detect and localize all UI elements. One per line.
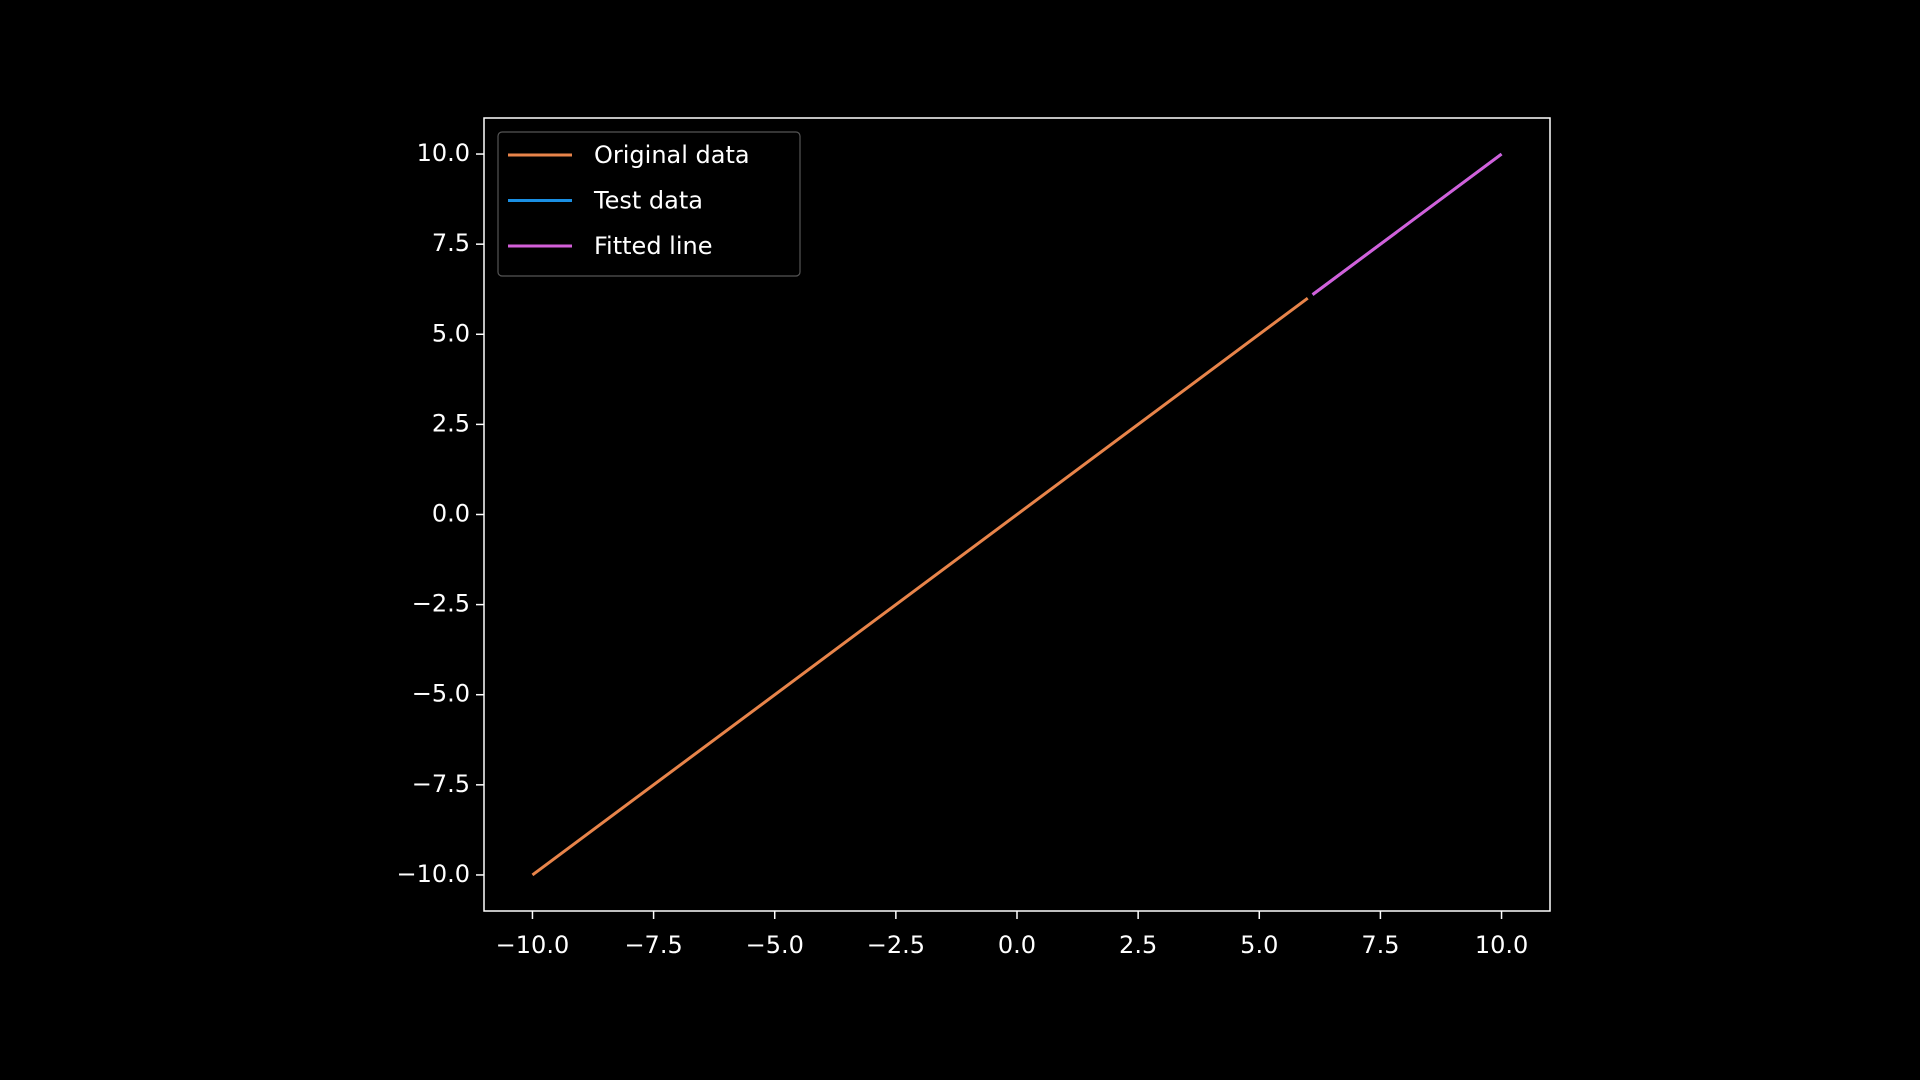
- data-line: [1311, 152, 1503, 296]
- y-tick-label: 2.5: [432, 409, 470, 437]
- y-tick-label: −2.5: [412, 590, 470, 618]
- x-tick-label: −7.5: [624, 931, 682, 959]
- x-tick-label: 2.5: [1119, 931, 1157, 959]
- x-tick-label: 7.5: [1361, 931, 1399, 959]
- x-tick-label: −5.0: [746, 931, 804, 959]
- y-tick-label: 10.0: [417, 139, 470, 167]
- y-tick-label: −7.5: [412, 770, 470, 798]
- y-tick-label: 5.0: [432, 319, 470, 347]
- x-tick-label: −10.0: [496, 931, 570, 959]
- x-tick-label: −2.5: [867, 931, 925, 959]
- x-tick-label: 10.0: [1475, 931, 1528, 959]
- plot-frame: [483, 117, 1551, 912]
- y-tick-label: −10.0: [396, 860, 470, 888]
- legend-box: [497, 131, 801, 277]
- legend-label: Test data: [593, 187, 703, 215]
- y-tick-label: 7.5: [432, 229, 470, 257]
- x-tick-label: 5.0: [1240, 931, 1278, 959]
- x-tick-label: 0.0: [998, 931, 1036, 959]
- data-line: [531, 297, 1309, 877]
- y-tick-label: −5.0: [412, 680, 470, 708]
- y-tick-label: 0.0: [432, 500, 470, 528]
- legend-label: Fitted line: [594, 232, 713, 260]
- legend-label: Original data: [594, 141, 750, 169]
